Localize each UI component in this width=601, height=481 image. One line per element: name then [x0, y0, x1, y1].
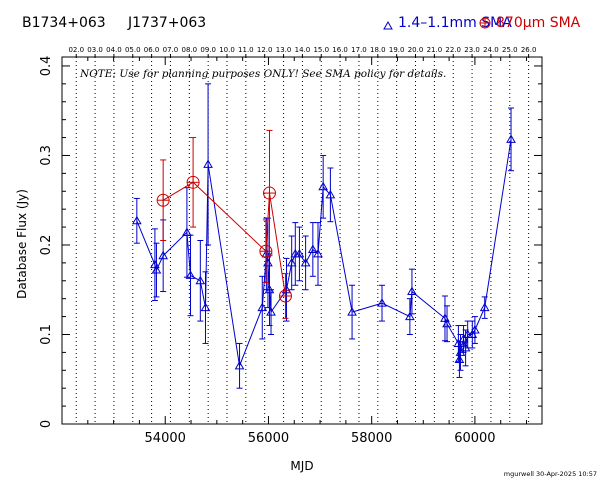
- top-axis-label: 19.0: [389, 46, 405, 54]
- data-point: [506, 134, 516, 143]
- data-point: [462, 329, 473, 338]
- x-tick-label: 56000: [248, 431, 289, 446]
- data-point: [470, 325, 480, 334]
- top-axis-label: 04.0: [106, 46, 122, 54]
- data-point: [405, 311, 415, 321]
- top-axis-label: 16.0: [332, 46, 348, 54]
- data-point: [286, 257, 297, 267]
- x-axis-title: MJD: [290, 459, 313, 473]
- top-axis-label: 14.0: [295, 46, 311, 54]
- top-axis-label: 12.0: [257, 46, 273, 54]
- data-point: [257, 302, 268, 312]
- data-point: [407, 286, 417, 296]
- data-point: [262, 186, 276, 200]
- top-axis-label: 03.0: [87, 46, 103, 54]
- top-axis-label: 25.0: [502, 46, 518, 54]
- x-tick-label: 58000: [351, 431, 392, 446]
- top-axis-label: 15.0: [313, 46, 329, 54]
- top-axis-label: 06.0: [144, 46, 160, 54]
- top-axis-label: 10.0: [219, 46, 235, 54]
- top-axis-label: 17.0: [351, 46, 367, 54]
- data-point: [300, 257, 311, 267]
- top-axis-label: 20.0: [408, 46, 424, 54]
- top-axis-label: 18.0: [370, 46, 386, 54]
- y-tick-label: 0.3: [39, 145, 54, 166]
- y-tick-label: 0.1: [39, 324, 54, 345]
- data-point: [158, 250, 169, 260]
- top-axis-label: 24.0: [483, 46, 499, 54]
- top-axis-label: 09.0: [200, 46, 216, 54]
- source-name-primary: B1734+063: [22, 15, 106, 31]
- data-point: [307, 244, 318, 253]
- y-tick-label: 0: [39, 420, 54, 428]
- source-name-alias: J1737+063: [127, 15, 206, 31]
- top-axis-label: 05.0: [125, 46, 141, 54]
- series-line: [162, 181, 286, 297]
- data-point: [467, 329, 478, 338]
- data-point: [156, 193, 170, 207]
- plot-frame: [61, 56, 543, 425]
- top-axis-label: 07.0: [163, 46, 179, 54]
- data-point: [185, 270, 196, 279]
- data-point: [479, 302, 490, 312]
- data-point: [131, 215, 142, 225]
- top-axis-label: 13.0: [276, 46, 292, 54]
- legend-circle-plus-icon: [479, 17, 491, 29]
- y-tick-label: 0.2: [39, 235, 54, 256]
- legend: 1.4–1.1mm SMA 870μm SMA: [383, 15, 581, 31]
- series-red: [156, 129, 292, 319]
- data-point: [234, 360, 245, 370]
- data-point: [377, 298, 387, 307]
- legend-label-red: 870μm SMA: [496, 15, 581, 31]
- x-tick-label: 60000: [454, 431, 495, 446]
- top-axis-label: 02.0: [68, 46, 84, 54]
- data-point: [203, 159, 213, 168]
- series-blue: [131, 83, 516, 389]
- top-axis-label: 23.0: [464, 46, 480, 54]
- data-point: [325, 189, 336, 199]
- plot-axes: 54000 56000 58000 60000 0 0.1 0.2 0.3 0.4: [39, 56, 543, 446]
- data-point: [151, 265, 162, 274]
- top-axis-label: 26.0: [521, 46, 537, 54]
- footer-stamp: mgurwell 30-Apr-2025 10:57: [504, 470, 597, 478]
- data-point: [200, 302, 211, 312]
- data-point: [186, 175, 200, 189]
- top-axis-label: 08.0: [182, 46, 198, 54]
- top-axis-label: 21.0: [427, 46, 443, 54]
- data-point: [313, 248, 323, 258]
- data-point: [266, 307, 276, 316]
- data-point: [347, 307, 357, 316]
- data-point: [318, 181, 329, 191]
- legend-label-blue: 1.4–1.1mm SMA: [398, 15, 512, 31]
- data-point: [195, 275, 206, 285]
- data-point: [278, 289, 292, 303]
- data-point: [454, 354, 465, 364]
- data-point: [182, 227, 192, 236]
- top-axis-label: 11.0: [238, 46, 254, 54]
- data-series: [131, 83, 516, 389]
- data-point: [442, 318, 452, 328]
- top-year-axis: 02.0 03.0 04.0 05.0 06.0 07.0 08.0 09.0 10.0 11.0…: [68, 46, 536, 57]
- planning-note: NOTE: Use for planning purposes ONLY! Se…: [79, 68, 446, 80]
- y-tick-label: 0.4: [39, 56, 54, 77]
- y-axis-title: Database Flux (Jy): [15, 189, 29, 299]
- legend-triangle-icon: [383, 20, 393, 30]
- data-point: [294, 248, 305, 258]
- top-axis-label: 22.0: [445, 46, 461, 54]
- x-tick-label: 54000: [145, 431, 186, 446]
